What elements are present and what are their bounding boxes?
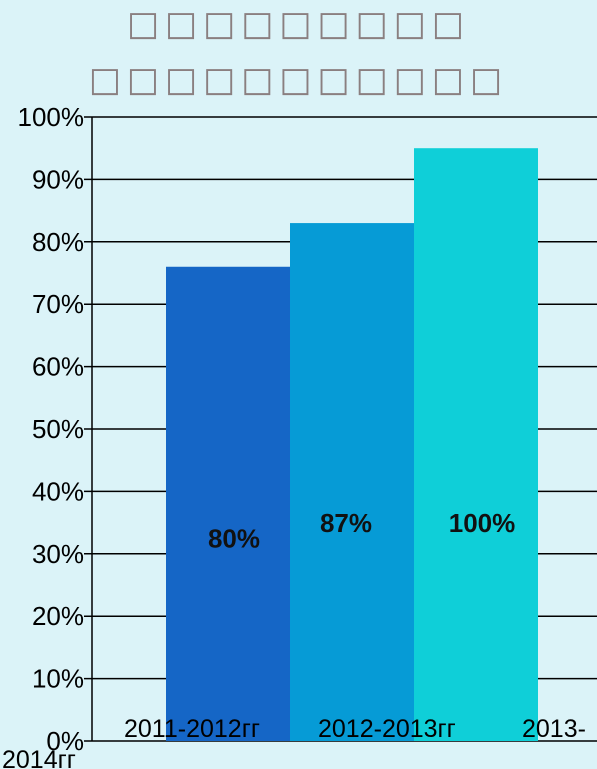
- y-tick-label: 50%: [32, 414, 84, 444]
- bar: [166, 266, 290, 741]
- y-tick-label: 70%: [32, 289, 84, 319]
- y-tick-label: 20%: [32, 601, 84, 631]
- bar: [414, 148, 538, 741]
- x-category-label: 2013-2014гг: [2, 715, 586, 769]
- y-tick-label: 100%: [18, 102, 85, 132]
- chart-title-line-1: □□□□□□□□□: [126, 4, 471, 44]
- y-tick-label: 80%: [32, 227, 84, 257]
- data-label: 100%: [449, 508, 516, 538]
- bar: [290, 223, 414, 741]
- y-tick-label: 30%: [32, 539, 84, 569]
- y-tick-label: 0%: [46, 726, 84, 756]
- chart-title-line-2: □□□□□□□□□□□: [88, 60, 509, 100]
- data-label: 87%: [320, 508, 372, 538]
- y-tick-label: 60%: [32, 352, 84, 382]
- x-category-label: 2011-2012гг: [124, 715, 260, 743]
- y-tick-label: 40%: [32, 476, 84, 506]
- y-tick-label: 90%: [32, 164, 84, 194]
- x-category-label: 2012-2013гг: [318, 715, 456, 743]
- y-tick-label: 10%: [32, 664, 84, 694]
- data-label: 80%: [208, 524, 260, 554]
